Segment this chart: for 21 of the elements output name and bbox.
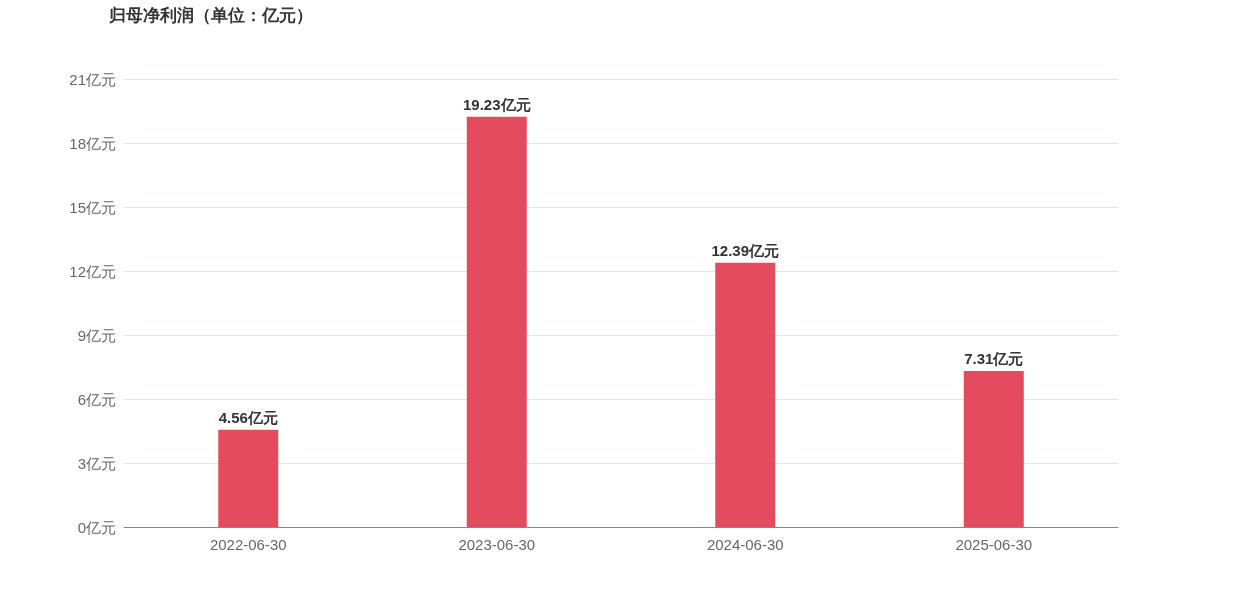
x-tick-label: 2025-06-30 xyxy=(955,536,1033,553)
x-tick-label: 2022-06-30 xyxy=(209,536,287,553)
bar xyxy=(715,262,776,527)
bar xyxy=(963,371,1024,527)
data-label: 4.56亿元 xyxy=(218,408,278,426)
y-tick-label: 6亿元 xyxy=(77,390,116,408)
y-tick-label: 21亿元 xyxy=(69,70,116,88)
y-tick-label: 18亿元 xyxy=(69,134,116,152)
x-tick-label: 2024-06-30 xyxy=(706,536,784,553)
bar xyxy=(218,429,279,527)
data-label: 7.31亿元 xyxy=(964,350,1024,368)
y-tick-label: 9亿元 xyxy=(77,326,116,344)
y-tick-label: 12亿元 xyxy=(69,262,116,280)
chart-title: 归母净利润（单位：亿元） xyxy=(108,6,313,25)
bar xyxy=(466,116,527,527)
x-tick-label: 2023-06-30 xyxy=(458,536,536,553)
data-label: 12.39亿元 xyxy=(711,241,780,259)
y-tick-label: 15亿元 xyxy=(69,198,116,216)
y-tick-label: 0亿元 xyxy=(77,518,116,536)
y-tick-label: 3亿元 xyxy=(77,454,116,472)
data-label: 19.23亿元 xyxy=(462,95,531,113)
